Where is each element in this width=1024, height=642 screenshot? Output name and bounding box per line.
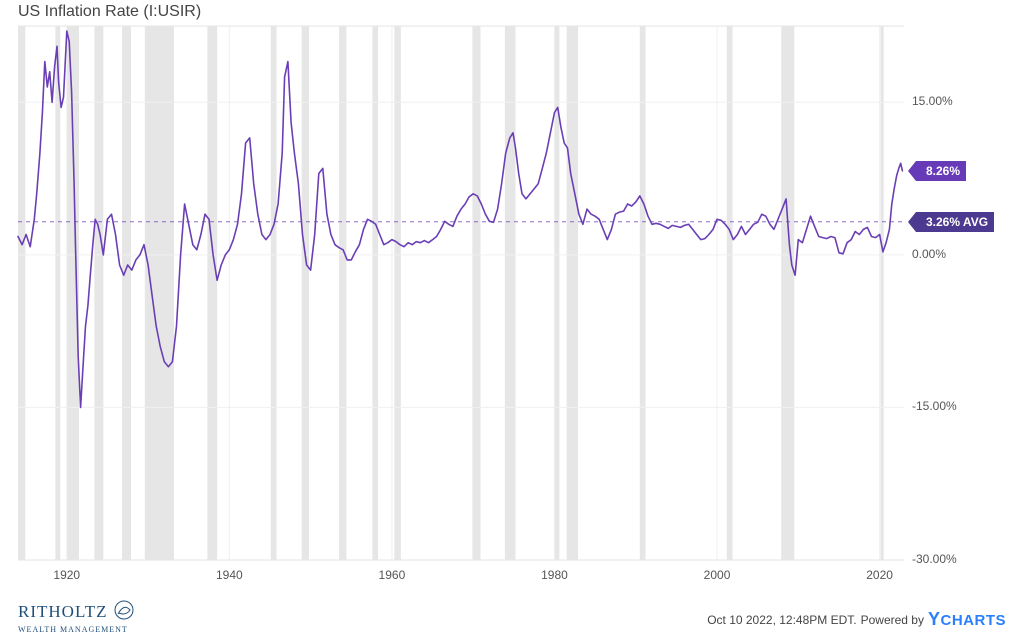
average-value-label: 3.26% AVG [926, 215, 988, 229]
ycharts-logo-text: CHARTS [941, 612, 1007, 629]
brand-ritholtz: RITHOLTZ WEALTH MANAGEMENT [18, 599, 135, 634]
chart-canvas [0, 0, 1024, 642]
current-value-tag: 8.26% [916, 161, 966, 181]
x-axis-tick-label: 2000 [704, 568, 731, 582]
current-value-label: 8.26% [926, 164, 960, 178]
y-axis-tick-label: -15.00% [912, 399, 957, 413]
y-axis-tick-label: 0.00% [912, 247, 946, 261]
footer-attribution: Oct 10 2022, 12:48PM EDT. Powered by YCH… [707, 609, 1006, 630]
x-axis-tick-label: 2020 [866, 568, 893, 582]
brand-ritholtz-bottom: WEALTH MANAGEMENT [18, 625, 135, 634]
brand-ritholtz-mark-icon [113, 599, 135, 626]
footer-date: Oct 10 2022, 12:48PM EDT. [707, 613, 856, 627]
footer-powered-by: Powered by [861, 613, 924, 627]
x-axis-tick-label: 1960 [379, 568, 406, 582]
ycharts-logo: YCHARTS [928, 609, 1006, 630]
x-axis-tick-label: 1980 [541, 568, 568, 582]
average-value-tag: 3.26% AVG [916, 212, 994, 232]
x-axis-tick-label: 1920 [53, 568, 80, 582]
y-axis-tick-label: -30.00% [912, 552, 957, 566]
brand-ritholtz-top: RITHOLTZ [18, 602, 108, 621]
x-axis-tick-label: 1940 [216, 568, 243, 582]
y-axis-tick-label: 15.00% [912, 94, 953, 108]
